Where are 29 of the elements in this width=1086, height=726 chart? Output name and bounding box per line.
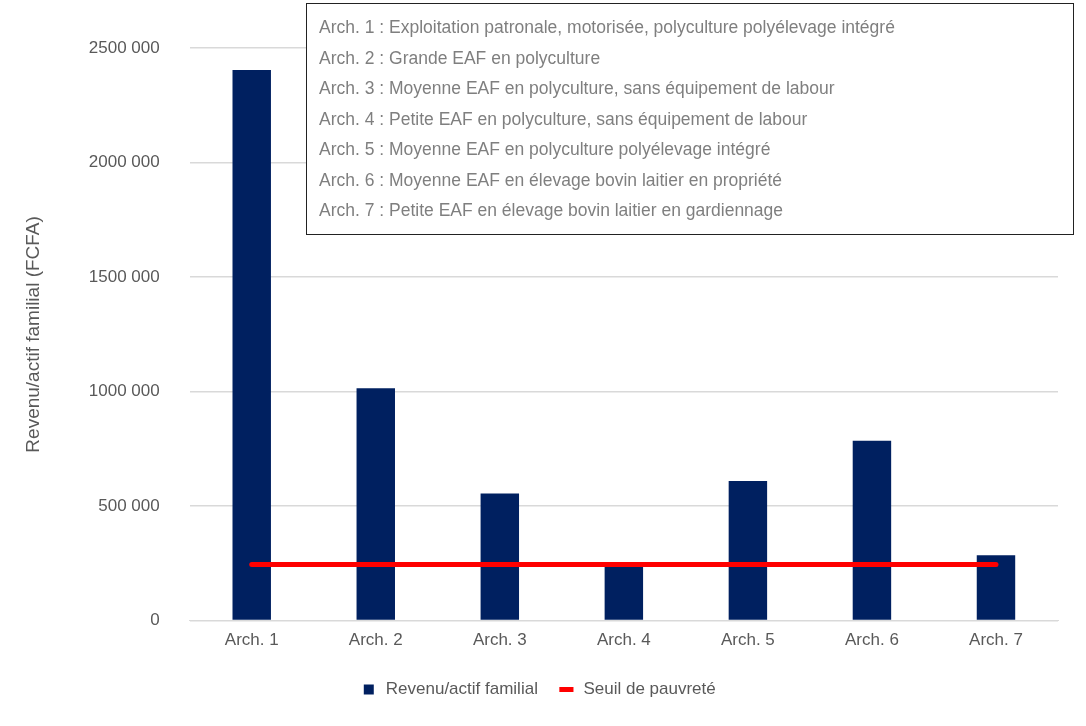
bar [852, 440, 892, 620]
y-tick-label: 2500 000 [88, 37, 160, 57]
y-tick-label: 1000 000 [88, 381, 160, 401]
x-tick-label: Arch. 5 [720, 630, 775, 650]
annotation: Arch. 7 : Petite EAF en élevage bovin laitier en gardiennage [319, 199, 785, 222]
bar [480, 493, 520, 620]
y-axis-title: Revenu/actif familial (FCFA) [21, 216, 43, 453]
x-tick-label: Arch. 3 [472, 630, 527, 650]
x-tick-label: Arch. 1 [224, 630, 279, 650]
x-tick-label: Arch. 4 [596, 630, 651, 650]
legend-label: Seuil de pauvreté [583, 679, 716, 699]
x-tick-label: Arch. 6 [845, 630, 899, 650]
y-tick-label: 2000 000 [88, 152, 160, 172]
annotation: Arch. 2 : Grande EAF en polyculture [319, 46, 602, 70]
text: Arch. 1 : Exploitation patronale, motorisée, polyculture polyélevage intégré [319, 17, 895, 37]
x-tick-label: Arch. 7 [969, 630, 1023, 650]
bar [232, 69, 271, 620]
x-tick-label: Arch. 2 [348, 630, 403, 650]
y-tick-label: 500 000 [98, 495, 160, 515]
annotation: Arch. 4 : Petite EAF en polyculture, sans équipement de labour [319, 107, 809, 131]
bar [976, 555, 1016, 620]
y-tick-label: 0 [150, 610, 160, 630]
y-tick-label: 1500 000 [88, 266, 160, 286]
bar [356, 388, 395, 620]
annotation: Arch. 3 : Moyenne EAF en polyculture, sans équipement de labour [319, 77, 836, 100]
legend-label: Revenu/actif familial [385, 679, 538, 699]
bar [728, 480, 768, 620]
annotation: Arch. 5 : Moyenne EAF en polyculture polyélevage intégré [319, 138, 772, 161]
annotation: Arch. 6 : Moyenne EAF en élevage bovin laitier en propriété [319, 168, 784, 192]
